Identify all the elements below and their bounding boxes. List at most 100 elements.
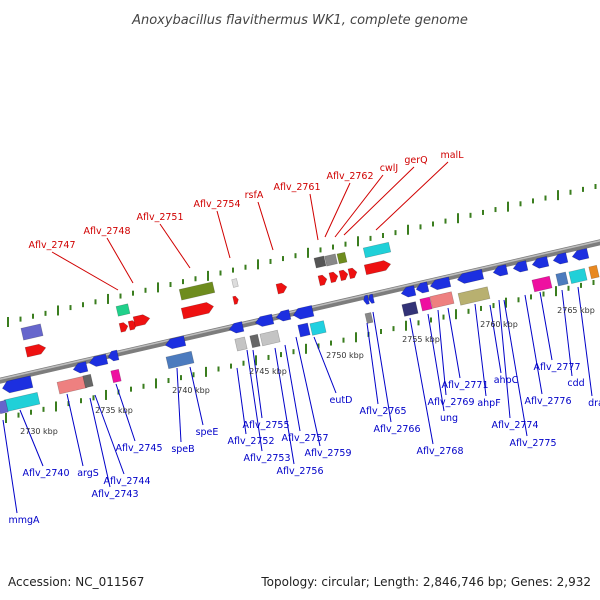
gene-feature <box>231 278 239 288</box>
bottom-gene-label: eutD <box>330 395 353 406</box>
gene-feature <box>292 305 315 320</box>
gene-feature <box>457 286 491 306</box>
bottom-gene-label: Aflv_2752 <box>227 436 274 447</box>
gene-feature <box>415 281 430 294</box>
gene-feature <box>492 264 509 277</box>
gene-feature <box>118 322 129 333</box>
inner-tick-track <box>5 279 595 423</box>
leader-line <box>409 317 434 445</box>
leader-line <box>115 383 136 442</box>
outer-tick-track <box>7 183 597 327</box>
bottom-gene-label: Aflv_2757 <box>281 433 328 444</box>
gene-feature <box>317 274 328 287</box>
kbp-label: 2745 kbp <box>249 367 287 376</box>
gene-feature <box>429 276 452 291</box>
leader-line <box>89 397 111 488</box>
gene-feature <box>164 335 187 350</box>
gene-feature <box>531 255 550 269</box>
bottom-gene-label: speE <box>196 427 219 438</box>
leader-line <box>366 322 379 405</box>
gene-feature <box>259 329 281 347</box>
gene-feature <box>82 373 94 389</box>
top-gene-label: Aflv_2751 <box>136 212 183 223</box>
leader-line <box>498 299 511 419</box>
bottom-gene-label: speB <box>171 444 194 455</box>
bottom-gene-label: Aflv_2777 <box>533 362 580 373</box>
leader-line <box>539 291 553 361</box>
leader-line <box>295 336 321 447</box>
leader-line <box>257 201 274 251</box>
leader-line <box>216 210 231 259</box>
gene-feature <box>419 296 433 312</box>
bottom-gene-label: Aflv_2759 <box>304 448 351 459</box>
gene-feature <box>568 267 588 285</box>
bottom-gene-label: Aflv_2768 <box>416 446 463 457</box>
leader-line <box>561 289 573 377</box>
leader-line <box>19 409 44 467</box>
kbp-label: 2765 kbp <box>557 306 595 315</box>
genome-summary-text: Topology: circular; Length: 2,846,746 bp… <box>260 575 591 589</box>
leader-line <box>313 336 337 394</box>
label-leader-lines <box>2 161 593 514</box>
leader-line <box>284 344 301 432</box>
bottom-gene-label: Aflv_2743 <box>91 489 138 500</box>
bottom-gene-label: ahpC <box>494 375 519 386</box>
leader-line <box>447 307 461 379</box>
gene-feature <box>56 375 88 395</box>
gene-feature <box>24 343 47 358</box>
leader-line <box>334 174 384 238</box>
bottom-gene-label: Aflv_2756 <box>276 466 323 477</box>
gene-feature <box>72 361 89 374</box>
gene-features <box>0 241 600 415</box>
kbp-label: 2750 kbp <box>326 351 364 360</box>
gene-feature <box>401 301 419 317</box>
leader-line <box>324 182 351 238</box>
gene-feature <box>313 255 327 269</box>
gene-feature <box>297 322 311 338</box>
gene-feature <box>234 336 248 352</box>
gene-feature <box>107 349 120 362</box>
leader-line <box>94 394 125 475</box>
leader-line <box>309 193 319 241</box>
leader-line <box>106 237 134 284</box>
leader-line <box>503 299 528 437</box>
gene-feature <box>512 260 529 273</box>
bottom-gene-label: ahpF <box>477 398 500 409</box>
leader-line <box>474 303 487 397</box>
leader-line <box>2 419 18 514</box>
bottom-gene-label: Aflv_2740 <box>22 468 69 479</box>
gene-feature <box>364 312 374 324</box>
leader-line <box>274 347 295 465</box>
top-gene-label: rsfA <box>245 190 264 201</box>
kbp-label: 2755 kbp <box>402 335 440 344</box>
gene-feature <box>309 320 327 336</box>
gene-feature <box>456 268 485 284</box>
gene-feature <box>555 271 569 287</box>
bottom-gene-label: Aflv_2775 <box>509 438 556 449</box>
top-gene-label: Aflv_2754 <box>193 199 240 210</box>
leader-line <box>236 367 247 435</box>
gene-feature <box>368 293 375 304</box>
kbp-scale-labels: 2730 kbp 2735 kbp 2740 kbp 2745 kbp 2750 kbp… <box>20 306 595 436</box>
gene-feature <box>132 314 151 328</box>
top-gene-label: Aflv_2748 <box>83 226 130 237</box>
leader-line <box>427 313 445 412</box>
bottom-gene-label: cdd <box>567 378 584 389</box>
bottom-gene-label: Aflv_2769 <box>427 397 474 408</box>
kbp-label: 2740 kbp <box>172 386 210 395</box>
gene-feature <box>249 333 261 349</box>
top-gene-label: Aflv_2762 <box>326 171 373 182</box>
leader-line <box>51 251 119 291</box>
bottom-gene-label: dra <box>588 398 600 409</box>
bottom-gene-label: Aflv_2765 <box>359 406 406 417</box>
map-title: Anoxybacillus flavithermus WK1, complete… <box>131 13 468 28</box>
kbp-label: 2735 kbp <box>95 406 133 415</box>
gene-feature <box>110 368 122 384</box>
leader-line <box>489 304 502 374</box>
bottom-gene-label: mmgA <box>8 515 40 526</box>
gene-feature <box>254 313 275 327</box>
bottom-gene-label: Aflv_2766 <box>373 424 420 435</box>
leader-line <box>577 286 593 397</box>
